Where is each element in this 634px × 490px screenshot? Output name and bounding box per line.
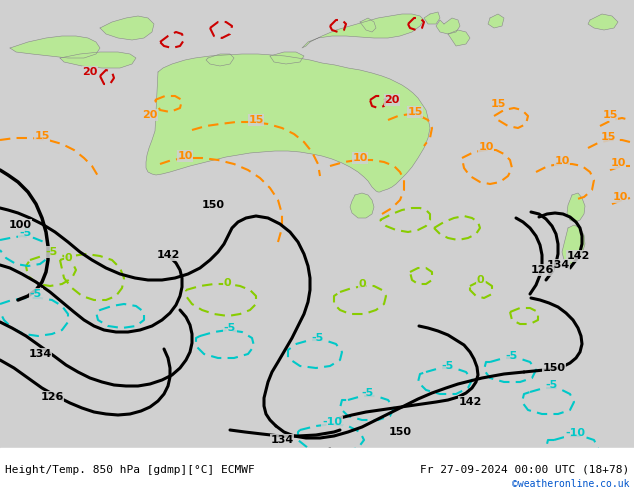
Polygon shape	[10, 36, 100, 58]
Text: 150: 150	[543, 363, 566, 373]
Text: 15: 15	[602, 110, 618, 120]
Polygon shape	[448, 30, 470, 46]
Text: 15: 15	[249, 115, 264, 125]
Text: 142: 142	[566, 251, 590, 261]
Polygon shape	[60, 52, 136, 68]
Text: 15: 15	[407, 107, 423, 117]
Polygon shape	[302, 14, 424, 48]
Text: Fr 27-09-2024 00:00 UTC (18+78): Fr 27-09-2024 00:00 UTC (18+78)	[420, 465, 629, 475]
Text: -5: -5	[46, 247, 58, 257]
Text: 142: 142	[458, 397, 482, 407]
Text: 134: 134	[547, 260, 569, 270]
Polygon shape	[206, 54, 234, 66]
Text: 126: 126	[41, 392, 63, 402]
Text: 100: 100	[8, 220, 32, 230]
Text: -10: -10	[565, 428, 585, 438]
Text: -5: -5	[312, 333, 324, 343]
Polygon shape	[146, 54, 430, 192]
Text: -5: -5	[506, 351, 518, 361]
Text: 10: 10	[353, 153, 368, 163]
Text: 150: 150	[202, 200, 224, 210]
Text: 0: 0	[223, 278, 231, 288]
Text: 142: 142	[157, 250, 179, 260]
Text: Height/Temp. 850 hPa [gdmp][°C] ECMWF: Height/Temp. 850 hPa [gdmp][°C] ECMWF	[5, 465, 255, 475]
Text: 15: 15	[600, 132, 616, 142]
Bar	[0, 448, 634, 490]
Polygon shape	[562, 225, 585, 264]
Text: 10: 10	[554, 156, 570, 166]
Text: 150: 150	[389, 427, 411, 437]
Polygon shape	[270, 52, 304, 64]
Text: 10: 10	[478, 142, 494, 152]
Text: 134: 134	[29, 349, 51, 359]
Text: 15: 15	[34, 131, 49, 141]
Text: -5: -5	[224, 323, 236, 333]
Text: -10: -10	[322, 417, 342, 427]
Text: -5: -5	[19, 228, 31, 238]
Text: 10: 10	[612, 192, 628, 202]
Polygon shape	[100, 16, 154, 40]
Text: 0: 0	[476, 275, 484, 285]
Text: 15: 15	[490, 99, 506, 109]
Polygon shape	[488, 14, 504, 28]
Text: 10: 10	[611, 158, 626, 168]
Text: 0: 0	[64, 253, 72, 263]
Text: -5: -5	[362, 388, 374, 398]
Text: 20: 20	[384, 95, 399, 105]
Polygon shape	[567, 193, 585, 222]
Text: 126: 126	[258, 459, 281, 469]
Text: 20: 20	[142, 110, 158, 120]
Polygon shape	[350, 193, 374, 218]
Text: ©weatheronline.co.uk: ©weatheronline.co.uk	[512, 479, 629, 489]
Text: 0: 0	[358, 279, 366, 289]
Polygon shape	[436, 18, 460, 34]
Polygon shape	[360, 18, 376, 32]
Polygon shape	[588, 14, 618, 30]
Text: 126: 126	[530, 265, 553, 275]
Text: -5: -5	[546, 380, 558, 390]
Text: 134: 134	[270, 435, 294, 445]
Polygon shape	[424, 12, 440, 24]
Text: 10: 10	[178, 151, 193, 161]
Text: -5: -5	[30, 289, 42, 299]
Text: 20: 20	[82, 67, 98, 77]
Text: -5: -5	[442, 361, 454, 371]
